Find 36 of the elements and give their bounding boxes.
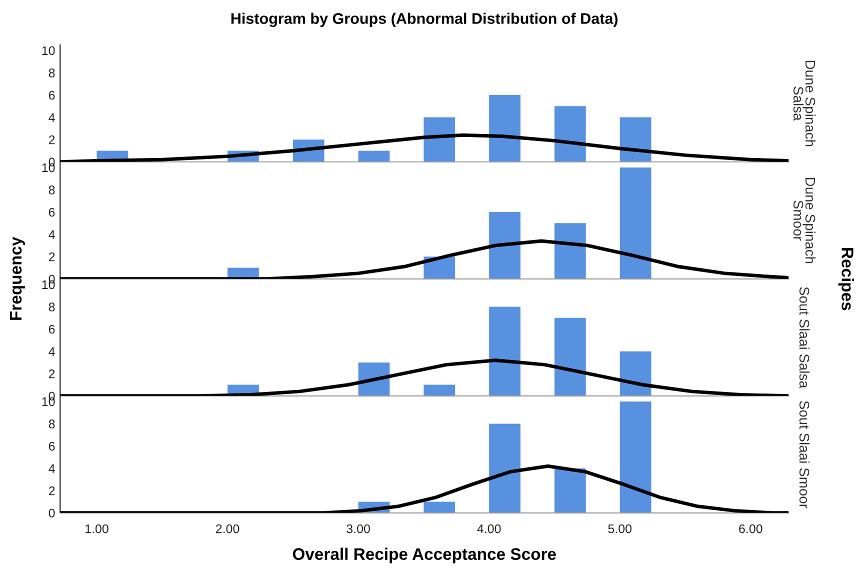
y2-axis-title: Dune Spinach Smoor xyxy=(793,178,816,264)
y2-axis-title: Sout Slaai Salsa xyxy=(799,287,810,388)
y-tick-label: 4 xyxy=(48,113,55,122)
y-tick-label: 2 xyxy=(48,369,55,378)
y2-axis-title: Sout Slaai Smoor xyxy=(799,400,810,508)
y-tick-label: 6 xyxy=(48,90,55,100)
y-tick-label: 8 xyxy=(48,186,55,194)
y-axis-title: Frequency xyxy=(10,236,25,320)
y-tick-label: 4 xyxy=(48,347,55,356)
x-tick-label: 5.00 xyxy=(608,524,632,534)
y-tick-label: 2 xyxy=(48,252,55,262)
y2-axis-title: Dune Spinach Salsa xyxy=(793,60,816,146)
chart-title: Histogram by Groups (Abnormal Distribution of Data) xyxy=(231,12,618,28)
y-tick-label: 6 xyxy=(48,324,55,334)
y-tick-label: 10 xyxy=(42,46,55,56)
y-tick-label: 2 xyxy=(48,486,55,496)
y-tick-label: 2 xyxy=(48,135,55,144)
line-series xyxy=(60,133,789,162)
y-tick-label: 4 xyxy=(48,464,55,473)
x-tick-label: 4.00 xyxy=(477,524,501,534)
y-tick-label: 0 xyxy=(48,508,55,518)
y-tick-label: 4 xyxy=(48,230,55,239)
x-tick-label: 3.00 xyxy=(346,524,370,534)
y-tick-label: 6 xyxy=(48,208,55,217)
text: Recipes xyxy=(838,248,854,310)
y-tick-label: 6 xyxy=(48,442,55,451)
y-tick-label: 8 xyxy=(48,420,55,428)
line-series xyxy=(60,358,789,396)
line-series xyxy=(60,464,789,513)
x-axis-title: Overall Recipe Acceptance Score xyxy=(292,548,556,564)
x-tick-label: 6.00 xyxy=(739,524,762,534)
y-tick-label: 8 xyxy=(48,302,55,312)
x-tick-label: 2.00 xyxy=(216,524,240,534)
x-tick-label: 1.00 xyxy=(86,524,108,534)
y-tick-label: 8 xyxy=(48,68,55,78)
line-series xyxy=(60,239,789,279)
